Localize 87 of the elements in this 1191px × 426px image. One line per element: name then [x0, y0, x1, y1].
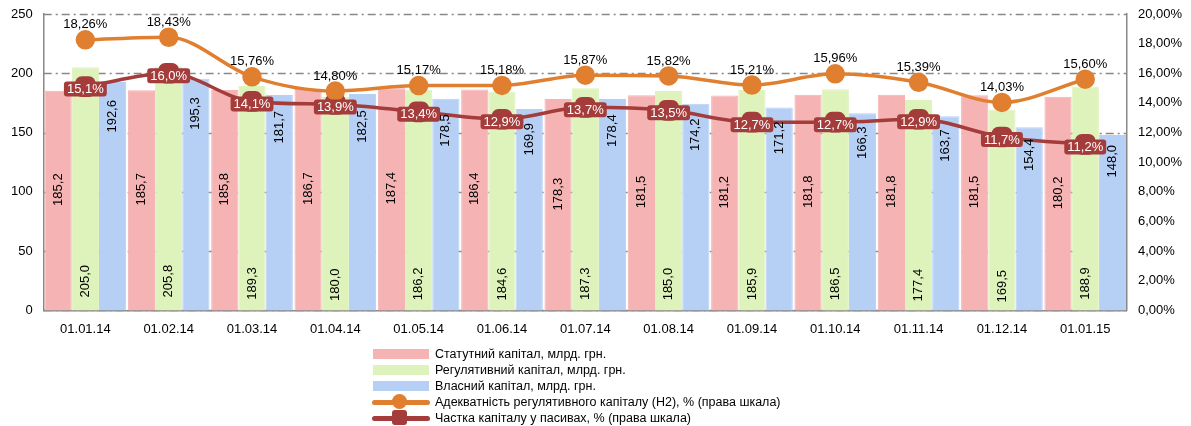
data-label: 171,2 [770, 121, 786, 155]
data-label: 148,0 [1104, 144, 1120, 178]
data-label: 182,5 [354, 110, 370, 143]
y2-tick-label: 14,00% [1137, 94, 1183, 110]
data-label: 15,87% [563, 51, 608, 67]
data-label: 14,80% [313, 67, 358, 83]
data-label: 15,76% [229, 53, 275, 69]
y2-tick-label: 0,00% [1137, 301, 1176, 317]
x-tick-label: 01.06.14 [476, 320, 528, 336]
x-tick-label: 01.12.14 [976, 320, 1028, 336]
y2-tick-label: 6,00% [1137, 213, 1176, 229]
legend-label: Регулятивний капітал, млрд. грн. [435, 362, 626, 378]
data-label: 188,9 [1076, 267, 1092, 300]
legend-label: Частка капіталу у пасивах, % (права шкала) [435, 410, 692, 426]
data-label: 178,4 [604, 114, 620, 147]
data-label: 185,0 [660, 267, 676, 301]
data-label: 15,60% [1063, 55, 1108, 71]
x-tick-label: 01.11.14 [893, 320, 944, 336]
data-label: 187,3 [576, 267, 592, 301]
x-tick-label: 01.02.14 [143, 320, 194, 336]
y2-tick-label: 18,00% [1137, 35, 1183, 51]
data-label: 187,4 [383, 171, 399, 205]
data-label: 195,3 [187, 97, 203, 130]
y2-tick-label: 4,00% [1137, 242, 1176, 258]
data-label: 14,03% [979, 79, 1025, 95]
data-label: 185,7 [133, 173, 149, 206]
y-tick-label: 50 [18, 242, 33, 258]
x-tick-label: 01.08.14 [643, 320, 694, 336]
data-label: 186,2 [410, 267, 426, 301]
y-tick-label: 250 [10, 5, 33, 21]
data-label: 185,2 [49, 173, 65, 206]
data-label: 186,4 [466, 172, 482, 206]
data-label: 178,3 [549, 177, 565, 211]
legend-label: Статутний капітал, млрд. грн. [435, 346, 607, 362]
y2-tick-label: 20,00% [1137, 5, 1183, 21]
y-tick-label: 0 [25, 301, 33, 317]
y-tick-label: 100 [10, 183, 33, 199]
legend-label: Власний капітал, млрд. грн. [435, 378, 596, 394]
data-label: 205,0 [76, 264, 92, 298]
data-label: 15,17% [396, 62, 442, 78]
data-label: 15,96% [813, 50, 858, 66]
data-label: 15,39% [896, 58, 942, 74]
data-label: 186,7 [299, 172, 315, 205]
x-tick-label: 01.09.14 [726, 320, 778, 336]
data-label: 189,3 [243, 267, 259, 300]
x-tick-label: 01.01.15 [1059, 320, 1111, 336]
data-label: 169,5 [993, 270, 1009, 303]
data-label: 181,2 [716, 175, 732, 209]
x-tick-label: 01.05.14 [393, 320, 444, 336]
data-label: 18,43% [146, 13, 192, 29]
data-label: 185,9 [743, 267, 759, 301]
y-tick-label: 200 [10, 64, 33, 80]
data-label: 192,6 [104, 100, 120, 133]
data-label: 180,0 [326, 268, 342, 302]
data-label: 174,2 [687, 118, 703, 152]
data-label: 177,4 [910, 268, 926, 302]
x-tick-label: 01.03.14 [226, 320, 278, 336]
y2-tick-label: 10,00% [1137, 153, 1183, 169]
data-label: 18,26% [63, 16, 108, 32]
y2-tick-label: 2,00% [1137, 272, 1176, 288]
data-label: 15,82% [646, 52, 692, 68]
data-label: 15,21% [729, 61, 775, 77]
y2-tick-label: 12,00% [1137, 124, 1183, 140]
data-label: 166,3 [854, 126, 870, 160]
data-label: 178,5 [437, 114, 453, 147]
data-label: 180,2 [1049, 176, 1065, 210]
data-label: 181,8 [799, 175, 815, 209]
data-label: 186,5 [826, 267, 842, 301]
legend-label: Адекватність регулятивного капіталу (Н2), % (права шкала) [435, 394, 781, 410]
data-label: 181,5 [632, 175, 648, 209]
data-label: 185,8 [216, 172, 232, 206]
data-label: 15,18% [479, 62, 525, 78]
data-label: 205,8 [160, 264, 176, 298]
data-label: 181,5 [966, 175, 982, 209]
x-tick-label: 01.01.14 [60, 320, 111, 336]
data-label: 154,4 [1020, 138, 1036, 172]
x-tick-label: 01.04.14 [310, 320, 361, 336]
data-label: 184,6 [493, 267, 509, 301]
data-label: 181,8 [882, 175, 898, 209]
x-tick-label: 01.07.14 [559, 320, 611, 336]
data-label: 169,9 [520, 122, 536, 156]
y2-tick-label: 8,00% [1137, 183, 1176, 199]
x-tick-label: 01.10.14 [809, 320, 861, 336]
y2-tick-label: 16,00% [1137, 64, 1183, 80]
data-label: 163,7 [937, 129, 953, 162]
y-tick-label: 150 [10, 124, 33, 140]
data-label: 181,7 [270, 111, 286, 144]
